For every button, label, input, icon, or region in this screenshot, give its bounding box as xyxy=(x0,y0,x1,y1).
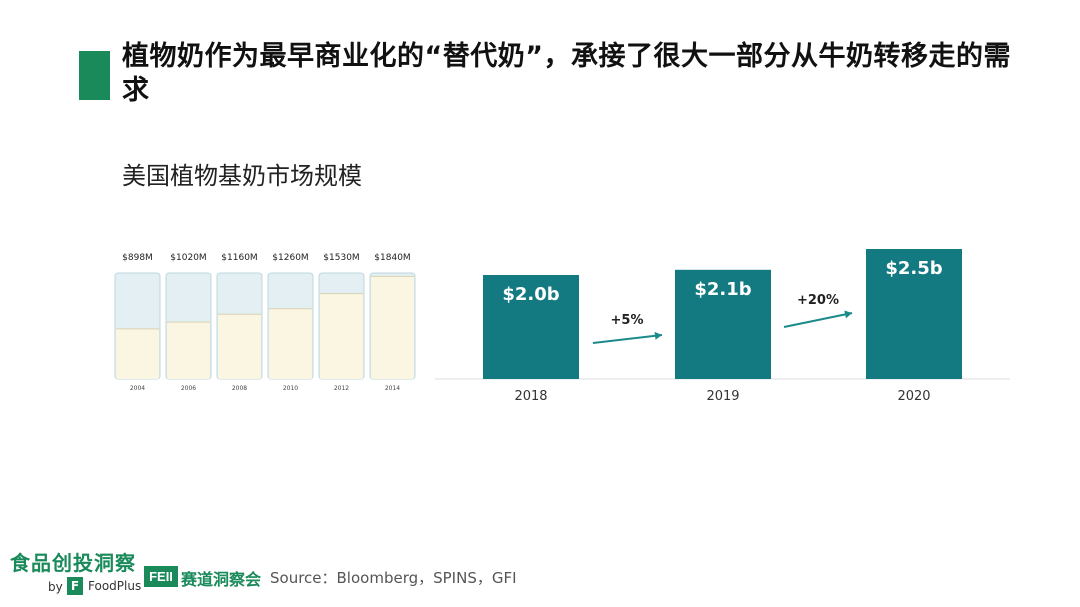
milk-fill xyxy=(167,322,210,379)
glass-chart: $898M 2004 $1020M 2006 $1160M 2008 $1260M 2010 $… xyxy=(114,253,416,392)
growth-arrow-head xyxy=(654,331,662,340)
title-accent-bar xyxy=(79,51,110,100)
bar xyxy=(483,275,579,379)
milk-fill xyxy=(218,314,261,379)
page-title: 植物奶作为最早商业化的“替代奶”，承接了很大一部分从牛奶转移走的需求 xyxy=(122,41,1011,106)
source-note: Source：Bloomberg，SPINS，GFI xyxy=(270,569,517,587)
x-tick-label: 2020 xyxy=(897,389,930,404)
bar-value-label: $2.1b xyxy=(694,279,751,300)
glass-value-label: $1530M xyxy=(323,253,359,263)
glass-year-label: 2006 xyxy=(181,385,196,392)
milk-fill xyxy=(269,308,312,379)
x-tick-label: 2019 xyxy=(706,389,739,404)
milk-fill xyxy=(371,276,414,379)
chart-subtitle: 美国植物基奶市场规模 xyxy=(122,162,362,190)
growth-label: +20% xyxy=(797,293,839,308)
market-bar-chart: $2.0b 2018 $2.1b 2019 $2.5b 2020 +5% +20% xyxy=(435,249,1010,404)
growth-arrow xyxy=(783,312,853,328)
milk-fill xyxy=(116,328,159,379)
glass-year-label: 2008 xyxy=(232,385,247,392)
glass-year-label: 2010 xyxy=(283,385,298,392)
bar xyxy=(675,269,771,379)
bar-value-label: $2.5b xyxy=(885,258,942,279)
glass-value-label: $1020M xyxy=(170,253,206,263)
logo-by-text: by xyxy=(48,580,63,594)
x-tick-label: 2018 xyxy=(514,389,547,404)
glass-value-label: $898M xyxy=(122,253,153,263)
glass-year-label: 2012 xyxy=(334,385,349,392)
feii-badge: FEII xyxy=(144,566,178,587)
growth-arrow-head xyxy=(844,310,852,319)
growth-arrow xyxy=(592,334,663,344)
glass-value-label: $1160M xyxy=(221,253,257,263)
foodplus-icon: F xyxy=(67,577,83,595)
glass-value-label: $1840M xyxy=(374,253,410,263)
foodplus-logo-title: 食品创投洞察 xyxy=(10,551,136,575)
bar-value-label: $2.0b xyxy=(502,284,559,305)
growth-label: +5% xyxy=(611,313,644,328)
milk-fill xyxy=(320,293,363,379)
glass-value-label: $1260M xyxy=(272,253,308,263)
feii-text: 赛道洞察会 xyxy=(181,570,262,589)
foodplus-text: FoodPlus xyxy=(88,579,142,593)
glass-year-label: 2004 xyxy=(130,385,145,392)
glass-year-label: 2014 xyxy=(385,385,400,392)
bar xyxy=(866,249,962,379)
